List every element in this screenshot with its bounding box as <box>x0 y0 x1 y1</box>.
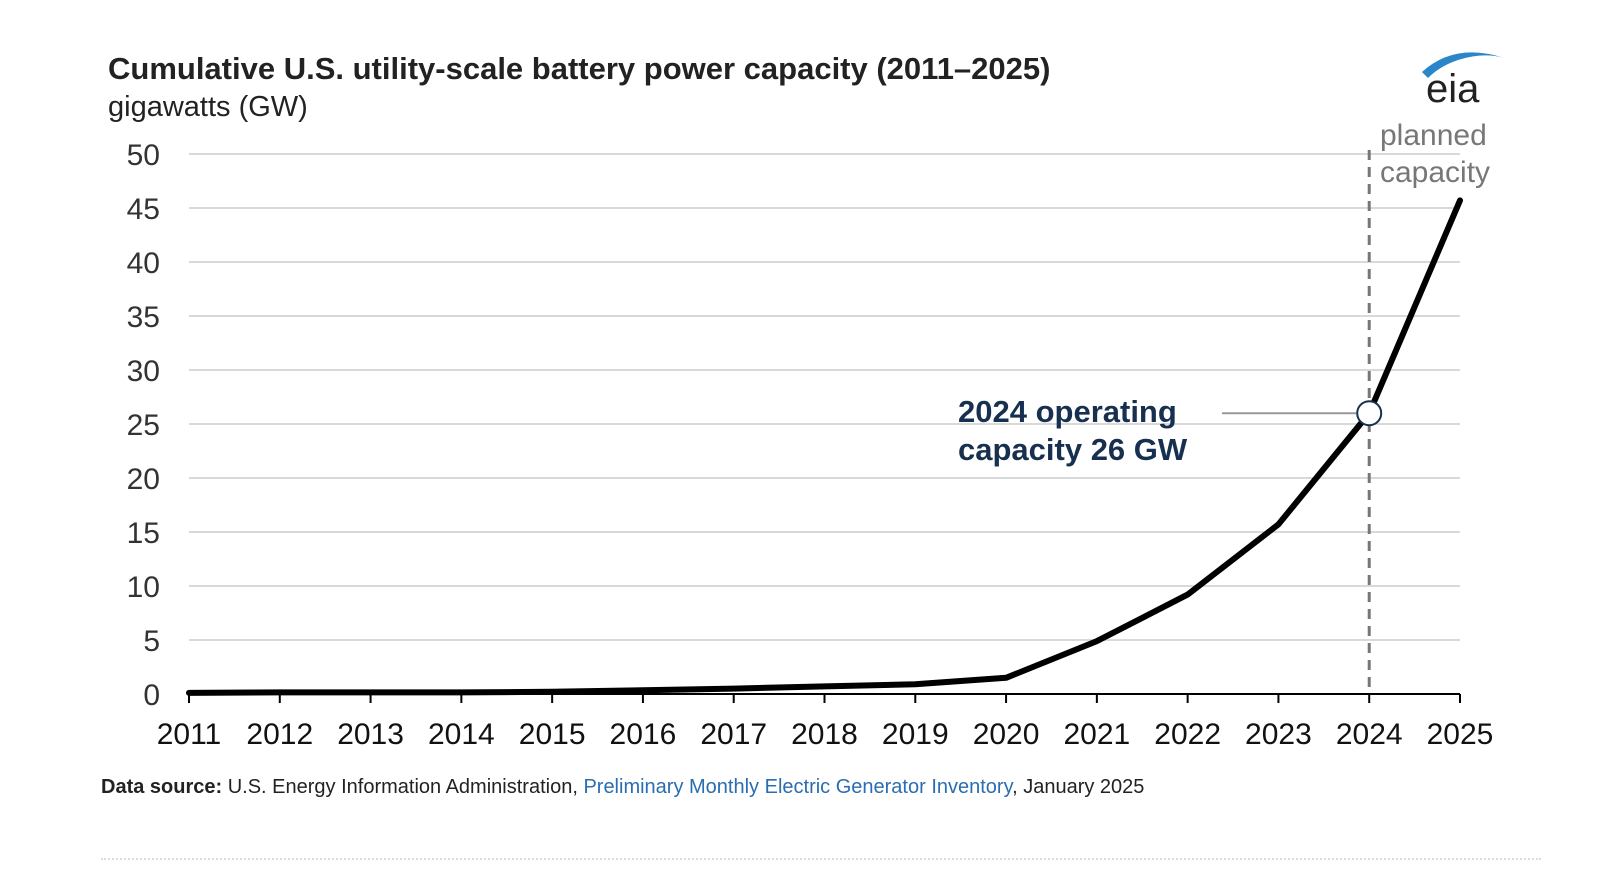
footer-divider <box>101 858 1541 860</box>
annotation-operating-line2: capacity 26 GW <box>958 432 1188 467</box>
series-line <box>186 197 1463 696</box>
x-tick-label: 2016 <box>610 718 677 751</box>
data-source-note: Data source: U.S. Energy Information Adm… <box>101 776 1144 799</box>
x-axis: 2011 2012 2013 2014 2015 2016 2017 2018 2019 2020… <box>157 693 1494 751</box>
eia-logo-swoosh-icon <box>1422 52 1504 78</box>
annotations: 2024 operating capacity 26 GW planned ca… <box>958 119 1490 467</box>
x-tick-label: 2019 <box>882 718 949 751</box>
x-tick-label: 2013 <box>337 718 404 751</box>
x-tick-label: 2011 <box>157 718 222 751</box>
data-source-org: U.S. Energy Information Administration, <box>222 776 584 798</box>
y-tick-label: 30 <box>127 355 160 388</box>
y-tick-label: 40 <box>127 247 160 280</box>
y-tick-label: 35 <box>127 301 160 334</box>
eia-logo-text: eia <box>1426 67 1480 111</box>
x-tick-label: 2023 <box>1245 718 1312 751</box>
y-tick-label: 25 <box>127 409 160 442</box>
y-tick-label: 45 <box>127 193 160 226</box>
x-tick-label: 2015 <box>519 718 586 751</box>
y-tick-label: 5 <box>143 625 160 658</box>
x-tick-label: 2025 <box>1427 718 1494 751</box>
series <box>186 197 1463 696</box>
annotation-operating-marker <box>1356 400 1383 427</box>
x-tick-label: 2022 <box>1154 718 1221 751</box>
chart-title: Cumulative U.S. utility-scale battery po… <box>108 51 1050 86</box>
annotation-planned-line1: planned <box>1380 119 1487 152</box>
y-tick-label: 20 <box>127 463 160 496</box>
y-tick-label: 50 <box>127 139 160 172</box>
eia-logo: eia <box>1422 52 1504 111</box>
y-axis-ticks: 0 5 10 15 20 25 30 35 40 45 50 <box>127 139 160 712</box>
x-tick-label: 2024 <box>1336 718 1403 751</box>
x-tick-label: 2017 <box>700 718 767 751</box>
gridlines <box>189 153 1460 641</box>
data-source-link[interactable]: Preliminary Monthly Electric Generator I… <box>583 776 1013 798</box>
data-source-suffix: , January 2025 <box>1012 776 1145 798</box>
annotation-planned-line2: capacity <box>1380 156 1490 189</box>
x-tick-label: 2020 <box>973 718 1040 751</box>
x-tick-label: 2014 <box>428 718 495 751</box>
data-source-label: Data source: <box>101 776 223 798</box>
x-tick-label: 2021 <box>1063 718 1130 751</box>
x-tick-label: 2012 <box>246 718 313 751</box>
y-tick-label: 15 <box>127 517 160 550</box>
x-tick-label: 2018 <box>791 718 858 751</box>
y-tick-label: 0 <box>143 679 160 712</box>
y-tick-label: 10 <box>127 571 160 604</box>
annotation-operating-line1: 2024 operating <box>958 394 1177 429</box>
chart-subtitle: gigawatts (GW) <box>108 91 308 123</box>
